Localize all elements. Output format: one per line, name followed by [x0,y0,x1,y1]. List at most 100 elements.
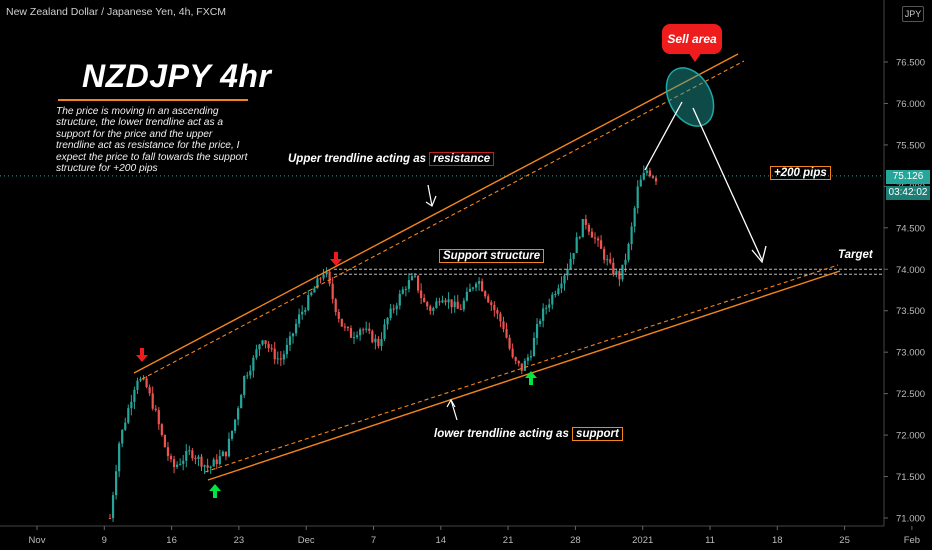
candle-body [618,271,621,280]
candle-body [474,283,478,288]
upper-trendline-dashed [141,60,745,380]
candle-body [526,357,529,361]
candle-body [264,340,267,344]
candle-body [590,231,594,238]
candle-body [630,226,633,245]
candle-body [188,450,191,452]
candle-body [176,464,179,467]
x-tick-label: 2021 [632,535,653,546]
upper-trendline [133,53,739,374]
candle-body [258,344,261,350]
overlay [0,53,884,498]
candle-body [304,310,307,312]
candle-body [121,429,124,444]
candle-body [511,348,514,358]
target-label: Target [838,249,873,261]
candle-body [542,308,545,321]
candle-body [575,237,578,254]
candle-body [230,430,234,439]
candle-body [477,281,481,284]
candle-body [413,275,417,277]
candle-body [493,304,496,311]
candle-body [514,357,517,361]
candle-body [481,281,484,292]
candle-body [349,328,353,338]
candle-body [386,317,389,325]
candle-body [215,459,218,465]
candle-body [615,271,618,275]
candle-body [115,471,118,496]
candle-body [343,326,346,328]
candle-body [563,275,566,284]
candle-body [163,435,167,448]
candle-body [532,337,536,357]
candle-body [395,305,398,310]
candles [108,165,658,522]
candle-body [389,308,392,318]
candle-body [587,224,590,232]
candle-body [633,208,636,227]
down-arrow-icon [330,252,342,266]
candle-body [432,307,435,311]
y-tick-label: 73.500 [896,306,925,317]
candle-body [538,320,542,325]
candle-body [420,290,423,298]
candle-body [654,177,658,182]
down-arrow-icon [136,348,148,362]
candle-body [554,293,557,295]
x-tick-label: 23 [234,535,245,546]
candle-body [118,443,121,472]
candle-body [322,274,325,279]
candle-body [212,459,215,467]
candle-body [603,248,606,260]
candle-body [157,410,160,425]
lower-trendline-dashed [204,264,839,473]
candle-body [362,329,365,331]
candle-body [203,465,206,467]
candle-body [270,348,273,350]
candle-body [310,292,313,296]
candle-body [197,456,200,459]
candle-body [462,300,465,310]
pips-label: +200 pips [770,166,831,180]
resistance-label: resistance [429,152,495,166]
candle-body [291,333,295,337]
candle-body [410,276,414,281]
candle-body [642,172,645,180]
candle-body [465,291,468,301]
candle-body [142,378,145,380]
candle-body [233,419,237,431]
lower-trendline [207,270,841,481]
candle-body [246,375,249,377]
candle-body [255,349,258,358]
candle-body [182,460,185,464]
support-structure-label: Support structure [439,249,545,263]
candle-body [301,311,304,315]
x-tick-label: Nov [29,535,46,546]
candle-body [453,301,456,308]
y-tick-label: 72.500 [896,389,925,400]
candle-body [325,271,328,275]
candle-body [560,283,563,289]
candle-body [423,297,426,303]
candle-body [508,337,511,349]
lower-trendline-label: lower trendline acting as support [434,427,623,441]
candle-body [548,304,551,308]
candle-body [307,295,310,311]
candle-body [319,278,322,280]
title-underline [58,99,248,101]
candle-body [111,495,115,519]
candle-body [517,360,520,364]
candle-body [133,389,136,402]
candle-body [490,302,493,305]
candle-body [218,456,221,465]
candle-body [371,330,374,343]
candle-body [224,451,228,457]
candle-body [557,288,560,294]
candle-body [520,363,523,371]
candle-body [438,301,441,303]
candle-body [471,287,475,289]
candle-body [380,339,383,347]
currency-badge[interactable]: JPY [902,6,924,22]
